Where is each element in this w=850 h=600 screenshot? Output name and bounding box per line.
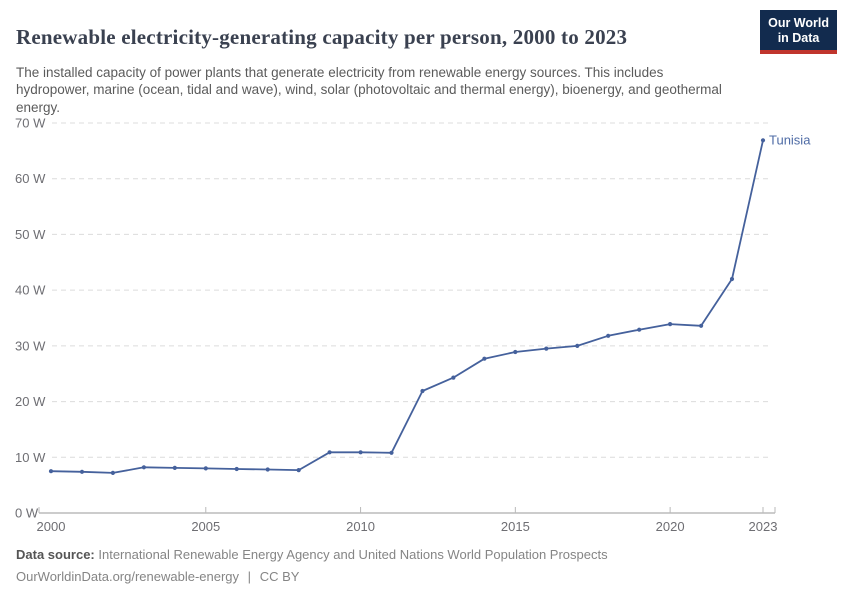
x-axis-tick-label: 2020: [656, 519, 685, 534]
y-axis-tick-label: 0 W: [15, 506, 39, 521]
data-point: [420, 388, 425, 394]
data-point: [79, 469, 85, 474]
data-point: [203, 466, 208, 471]
data-point: [544, 346, 549, 351]
y-axis-tick-label: 70 W: [15, 116, 46, 131]
data-point: [327, 450, 332, 455]
data-point: [265, 467, 270, 472]
y-axis-tick-label: 30 W: [15, 338, 46, 353]
data-point: [172, 465, 177, 470]
data-source-text: International Renewable Energy Agency an…: [98, 547, 608, 562]
x-axis-tick-label: 2010: [346, 519, 375, 534]
owid-logo-line1: Our World: [768, 16, 829, 30]
data-point: [110, 470, 115, 475]
license-text: CC BY: [259, 569, 300, 584]
data-point: [729, 276, 735, 282]
data-point: [482, 356, 487, 361]
data-point: [668, 322, 673, 327]
y-axis-tick-label: 10 W: [15, 450, 46, 465]
chart-footer: Data source: International Renewable Ene…: [16, 544, 816, 588]
data-point: [575, 343, 580, 348]
data-point: [699, 323, 704, 328]
data-source-label: Data source:: [16, 547, 95, 562]
x-axis-tick-label: 2005: [191, 519, 220, 534]
x-axis-tick-label: 2000: [37, 519, 66, 534]
chart-subtitle: The installed capacity of power plants t…: [16, 64, 722, 115]
series-line-tunisia: [50, 139, 764, 474]
data-point: [234, 466, 239, 472]
footer-separator: |: [247, 569, 252, 584]
data-point: [48, 469, 54, 474]
data-point: [296, 468, 301, 473]
data-point: [513, 349, 518, 355]
owid-link[interactable]: OurWorldinData.org/renewable-energy: [16, 569, 240, 584]
x-axis-tick-label: 2015: [501, 519, 530, 534]
data-point: [637, 327, 642, 332]
data-point: [760, 138, 766, 143]
owid-logo: Our World in Data: [760, 10, 837, 54]
y-axis-tick-label: 20 W: [15, 394, 46, 409]
y-axis-tick-label: 40 W: [15, 283, 46, 298]
y-axis-tick-label: 50 W: [15, 227, 46, 242]
data-point: [389, 450, 394, 455]
y-axis-tick-label: 60 W: [15, 171, 46, 186]
data-point: [606, 333, 611, 338]
data-point: [141, 465, 146, 470]
data-source-line: Data source: International Renewable Ene…: [16, 544, 816, 566]
entity-label: Tunisia: [769, 132, 811, 147]
page-title: Renewable electricity-generating capacit…: [16, 25, 628, 50]
data-point: [451, 375, 456, 380]
x-axis-tick-label: 2023: [749, 519, 778, 534]
owid-logo-line2: in Data: [777, 31, 820, 45]
data-point: [358, 450, 363, 455]
license-line: OurWorldinData.org/renewable-energy | CC…: [16, 566, 816, 588]
